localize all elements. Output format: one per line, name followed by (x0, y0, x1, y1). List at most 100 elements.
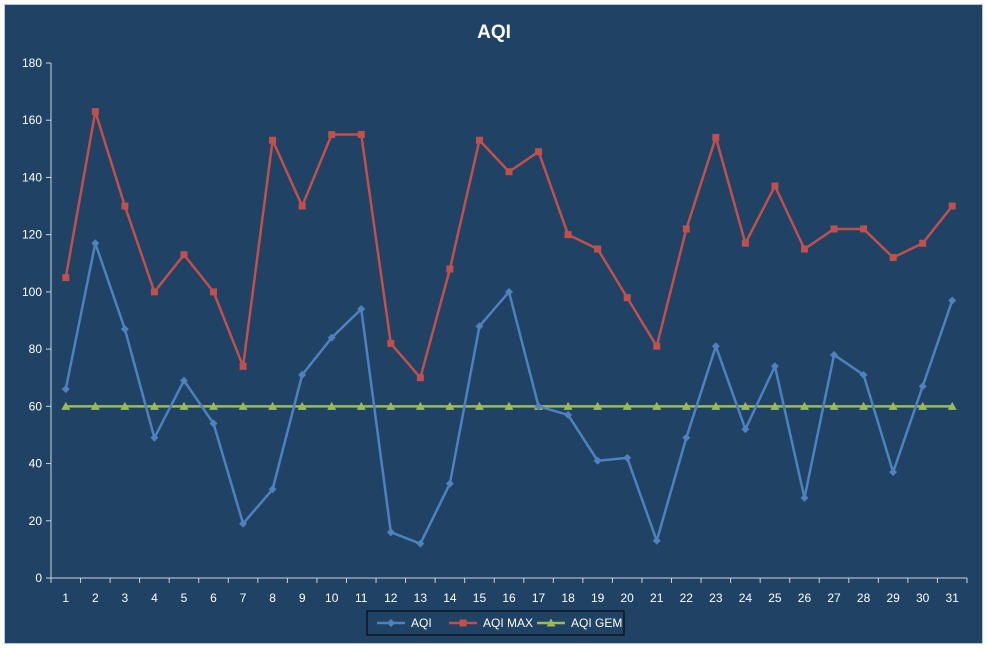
x-tick-label: 15 (473, 591, 487, 605)
data-point-aqi (830, 350, 839, 359)
x-tick-label: 4 (151, 591, 158, 605)
data-point-aqi (889, 468, 898, 477)
data-point-aqi-gem (770, 401, 780, 410)
x-tick-label: 19 (591, 591, 605, 605)
data-point-aqi (623, 453, 632, 462)
data-point-aqi-max (475, 136, 483, 144)
x-tick-label: 27 (827, 591, 841, 605)
x-tick-label: 13 (414, 591, 428, 605)
data-point-aqi-gem (859, 401, 869, 410)
data-point-aqi-max (180, 251, 188, 259)
x-tick-label: 26 (798, 591, 812, 605)
y-tick-label: 60 (29, 399, 43, 413)
data-point-aqi (741, 425, 750, 434)
data-point-aqi-max (653, 342, 661, 350)
data-point-aqi-gem (711, 401, 721, 410)
data-point-aqi-gem (504, 401, 514, 410)
data-point-aqi-gem (149, 401, 159, 410)
data-point-aqi-gem (918, 401, 928, 410)
data-point-aqi (534, 402, 543, 411)
data-point-aqi (179, 376, 188, 385)
y-tick-label: 0 (35, 571, 42, 585)
data-point-aqi-max (357, 131, 365, 139)
x-axis-ticks: 1 2 3 4 5 6 7 8 9 10 11 12 13 14 15 16 17 18 19 20 21 22 23 24 2… (50, 578, 968, 605)
data-point-aqi-max (919, 239, 927, 247)
data-point-aqi-gem (593, 401, 603, 410)
legend-label-aqi-max: AQI MAX (483, 616, 533, 630)
x-tick-label: 30 (916, 591, 930, 605)
data-point-aqi-gem (652, 401, 662, 410)
x-tick-label: 31 (946, 591, 960, 605)
data-point-aqi (209, 419, 218, 428)
data-point-aqi (770, 362, 779, 371)
chart-title: AQI (477, 22, 511, 43)
x-tick-label: 10 (325, 591, 339, 605)
x-tick-label: 21 (650, 591, 664, 605)
x-tick-label: 17 (532, 591, 546, 605)
series-layer (61, 108, 957, 548)
data-point-aqi-max (800, 245, 808, 253)
data-point-aqi (150, 433, 159, 442)
x-tick-label: 29 (886, 591, 900, 605)
x-tick-label: 3 (122, 591, 129, 605)
y-tick-label: 140 (22, 170, 42, 184)
data-point-aqi-max (121, 202, 129, 210)
data-point-aqi-max (623, 294, 631, 302)
x-tick-label: 16 (502, 591, 516, 605)
x-tick-label: 14 (443, 591, 457, 605)
x-tick-label: 1 (62, 591, 69, 605)
data-point-aqi-gem (268, 401, 278, 410)
x-tick-label: 2 (92, 591, 99, 605)
data-point-aqi (711, 342, 720, 351)
legend-label-aqi-gem: AQI GEM (571, 616, 622, 630)
data-point-aqi-max (150, 288, 158, 296)
data-point-aqi (564, 410, 573, 419)
data-point-aqi-max (446, 265, 454, 273)
data-point-aqi (800, 493, 809, 502)
data-point-aqi (505, 287, 513, 296)
data-point-aqi-gem (120, 401, 130, 410)
data-point-aqi-gem (445, 401, 455, 410)
data-point-aqi (859, 370, 868, 379)
x-tick-label: 11 (355, 591, 368, 605)
x-tick-label: 7 (240, 591, 247, 605)
data-point-aqi (298, 370, 307, 379)
data-point-aqi (91, 239, 100, 248)
data-point-aqi-max (948, 202, 956, 210)
data-point-aqi (652, 536, 661, 545)
data-point-aqi-max (712, 133, 720, 141)
series-aqi-max (62, 108, 956, 382)
x-tick-label: 28 (857, 591, 871, 605)
x-tick-label: 20 (621, 591, 635, 605)
y-tick-label: 20 (29, 514, 43, 528)
x-tick-label: 18 (561, 591, 575, 605)
data-point-aqi-max (564, 231, 572, 239)
data-point-aqi-max (387, 339, 395, 347)
data-point-aqi-gem (888, 401, 898, 410)
data-point-aqi-gem (474, 401, 484, 410)
legend-marker-aqi (387, 619, 395, 627)
x-tick-label: 8 (269, 591, 276, 605)
data-point-aqi-gem (622, 401, 632, 410)
data-point-aqi-max (416, 374, 424, 382)
x-tick-label: 12 (384, 591, 398, 605)
legend-box (366, 610, 625, 636)
y-tick-label: 40 (29, 457, 43, 471)
data-point-aqi-gem (386, 401, 396, 410)
y-tick-label: 180 (22, 56, 42, 70)
y-tick-label: 80 (29, 342, 43, 356)
legend-item-aqi-max: AQI MAX (449, 616, 533, 630)
data-point-aqi-max (239, 362, 247, 370)
data-point-aqi (918, 382, 927, 391)
data-point-aqi-max (830, 225, 838, 233)
data-point-aqi-max (505, 168, 513, 176)
legend-item-aqi-gem: AQI GEM (537, 616, 622, 630)
data-point-aqi-max (269, 136, 277, 144)
data-point-aqi-max (210, 288, 218, 296)
data-point-aqi-gem (209, 401, 219, 410)
data-point-aqi-gem (563, 401, 573, 410)
data-point-aqi-max (594, 245, 602, 253)
x-tick-label: 25 (768, 591, 782, 605)
data-point-aqi (386, 528, 395, 537)
data-point-aqi-max (328, 131, 336, 139)
